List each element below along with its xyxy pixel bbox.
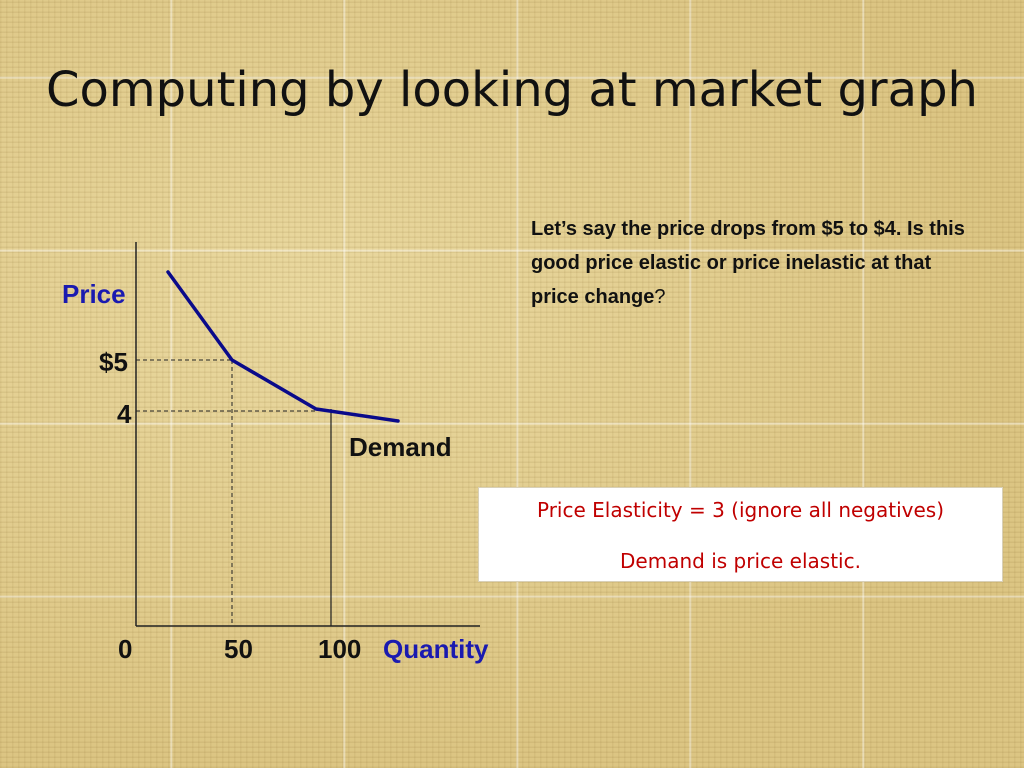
slide-title: Computing by looking at market graph — [46, 62, 978, 118]
price-axis-label: Price — [62, 279, 126, 309]
quantity-axis-label: Quantity — [383, 634, 489, 664]
qty-100-label: 100 — [318, 634, 362, 664]
question-body: Let’s say the price drops from $5 to $4.… — [531, 218, 965, 308]
price-5-label: $5 — [99, 347, 128, 377]
elasticity-value: Price Elasticity = 3 (ignore all negativ… — [536, 498, 945, 522]
demand-label: Demand — [349, 432, 452, 462]
answer-box: Price Elasticity = 3 (ignore all negativ… — [478, 487, 1003, 582]
price-4-label: 4 — [117, 399, 132, 429]
qty-0-label: 0 — [118, 634, 133, 664]
demand-curve — [166, 270, 400, 423]
elasticity-conclusion: Demand is price elastic. — [620, 549, 861, 573]
question-text: Let’s say the price drops from $5 to $4.… — [531, 212, 971, 314]
question-mark: ? — [654, 286, 666, 308]
qty-50-label: 50 — [224, 634, 253, 664]
